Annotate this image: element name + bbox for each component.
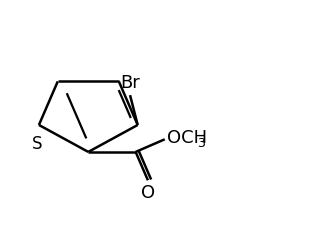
Text: 3: 3 <box>197 137 205 150</box>
Text: OCH: OCH <box>167 129 207 147</box>
Text: Br: Br <box>120 74 140 92</box>
Text: S: S <box>32 135 43 153</box>
Text: O: O <box>141 184 155 202</box>
